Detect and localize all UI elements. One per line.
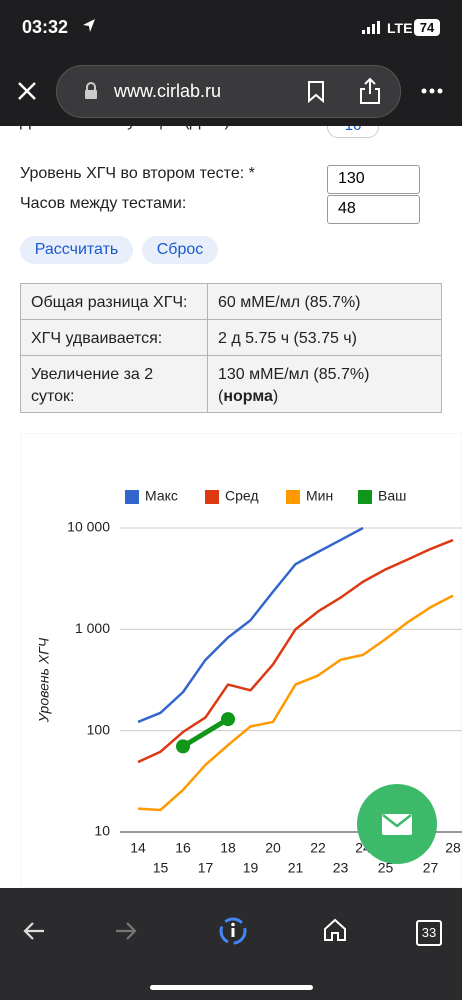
- table-cell: Увеличение за 2 суток:: [20, 355, 208, 413]
- table-cell: 60 мМЕ/мл (85.7%): [207, 283, 442, 320]
- url-bar[interactable]: [56, 65, 401, 118]
- cell-text: 130 мМЕ/мл (85.7%) (: [218, 366, 370, 405]
- x-tick-label: 20: [265, 840, 281, 856]
- y-axis-label: Уровень ХГЧ: [36, 637, 52, 723]
- hours-label: Часов между тестами:: [20, 195, 187, 212]
- table-cell: 2 д 5.75 ч (53.75 ч): [207, 319, 442, 356]
- share-button[interactable]: [358, 77, 382, 105]
- mail-icon: [382, 814, 412, 828]
- x-tick-label: 25: [378, 860, 394, 876]
- battery: 74: [414, 19, 440, 36]
- close-button[interactable]: [16, 80, 38, 102]
- cell-bold: норма: [223, 388, 273, 405]
- x-tick-label: 23: [333, 860, 349, 876]
- legend-label: Мин: [306, 488, 333, 504]
- x-tick-label: 22: [310, 840, 326, 856]
- x-tick-label: 16: [175, 840, 191, 856]
- calculate-button[interactable]: Рассчитать: [20, 236, 133, 264]
- home-indicator: [150, 985, 313, 990]
- legend-swatch: [286, 490, 300, 504]
- series-line: [137, 538, 454, 764]
- series-line: [137, 526, 364, 724]
- series-line: [181, 716, 230, 749]
- x-tick-label: 27: [423, 860, 439, 876]
- x-tick-label: 15: [153, 860, 169, 876]
- data-point: [221, 712, 235, 727]
- x-tick-label: 19: [243, 860, 259, 876]
- legend-label: Макс: [145, 488, 178, 504]
- x-tick-label: 18: [220, 840, 236, 856]
- hcg2-label: Уровень ХГЧ во втором тесте: *: [20, 165, 255, 182]
- status-time: 03:32: [22, 17, 69, 37]
- data-point: [176, 739, 190, 754]
- table-cell: Общая разница ХГЧ:: [20, 283, 208, 320]
- series-line: [137, 594, 454, 812]
- y-tick-label: 10 000: [67, 519, 110, 535]
- lock-icon: [85, 82, 97, 99]
- back-button[interactable]: [22, 920, 46, 942]
- x-tick-label: 17: [198, 860, 214, 876]
- legend-swatch: [125, 490, 139, 504]
- hcg2-input[interactable]: 130: [327, 165, 420, 194]
- x-tick-label: 21: [288, 860, 304, 876]
- location-icon: [83, 19, 95, 32]
- bookmark-button[interactable]: [306, 80, 326, 104]
- assistant-button[interactable]: [218, 916, 248, 946]
- table-cell: 130 мМЕ/мл (85.7%) (норма): [207, 355, 442, 413]
- table-cell: ХГЧ удваивается:: [20, 319, 208, 356]
- tabs-button[interactable]: 33: [416, 920, 442, 946]
- menu-button[interactable]: [420, 86, 444, 96]
- legend-label: Сред: [225, 488, 259, 504]
- x-tick-label: 28: [445, 840, 461, 856]
- legend-swatch: [205, 490, 219, 504]
- legend-swatch: [358, 490, 372, 504]
- x-tick-label: 14: [130, 840, 146, 856]
- legend-label: Ваш: [378, 488, 406, 504]
- reset-button[interactable]: Сброс: [142, 236, 218, 264]
- signal-icon: [362, 21, 380, 34]
- y-tick-label: 10: [94, 823, 110, 839]
- bottom-bar: [0, 888, 462, 1000]
- y-tick-label: 1 000: [75, 620, 110, 636]
- y-tick-label: 100: [87, 721, 111, 737]
- network: LTE: [387, 20, 413, 36]
- mail-fab[interactable]: [357, 784, 437, 864]
- url: www.cirlab.ru: [114, 81, 222, 101]
- forward-button[interactable]: [114, 920, 138, 942]
- hours-input[interactable]: 48: [327, 195, 420, 224]
- home-button[interactable]: [323, 918, 347, 942]
- cell-text: ): [272, 388, 279, 405]
